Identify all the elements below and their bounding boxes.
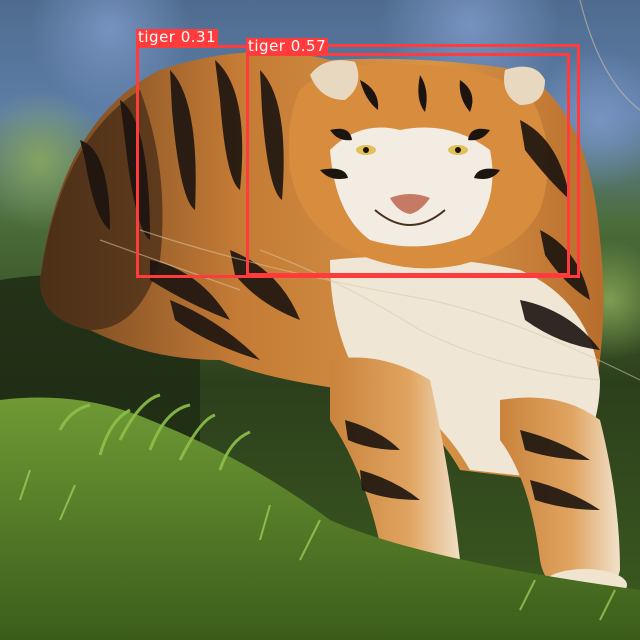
- detection-label-tiger-1: tiger 0.31: [136, 28, 219, 46]
- detection-label-tiger-2: tiger 0.57: [246, 37, 329, 55]
- detection-box-tiger-1: [136, 45, 249, 278]
- detection-box-tiger-2-inner: [246, 53, 570, 276]
